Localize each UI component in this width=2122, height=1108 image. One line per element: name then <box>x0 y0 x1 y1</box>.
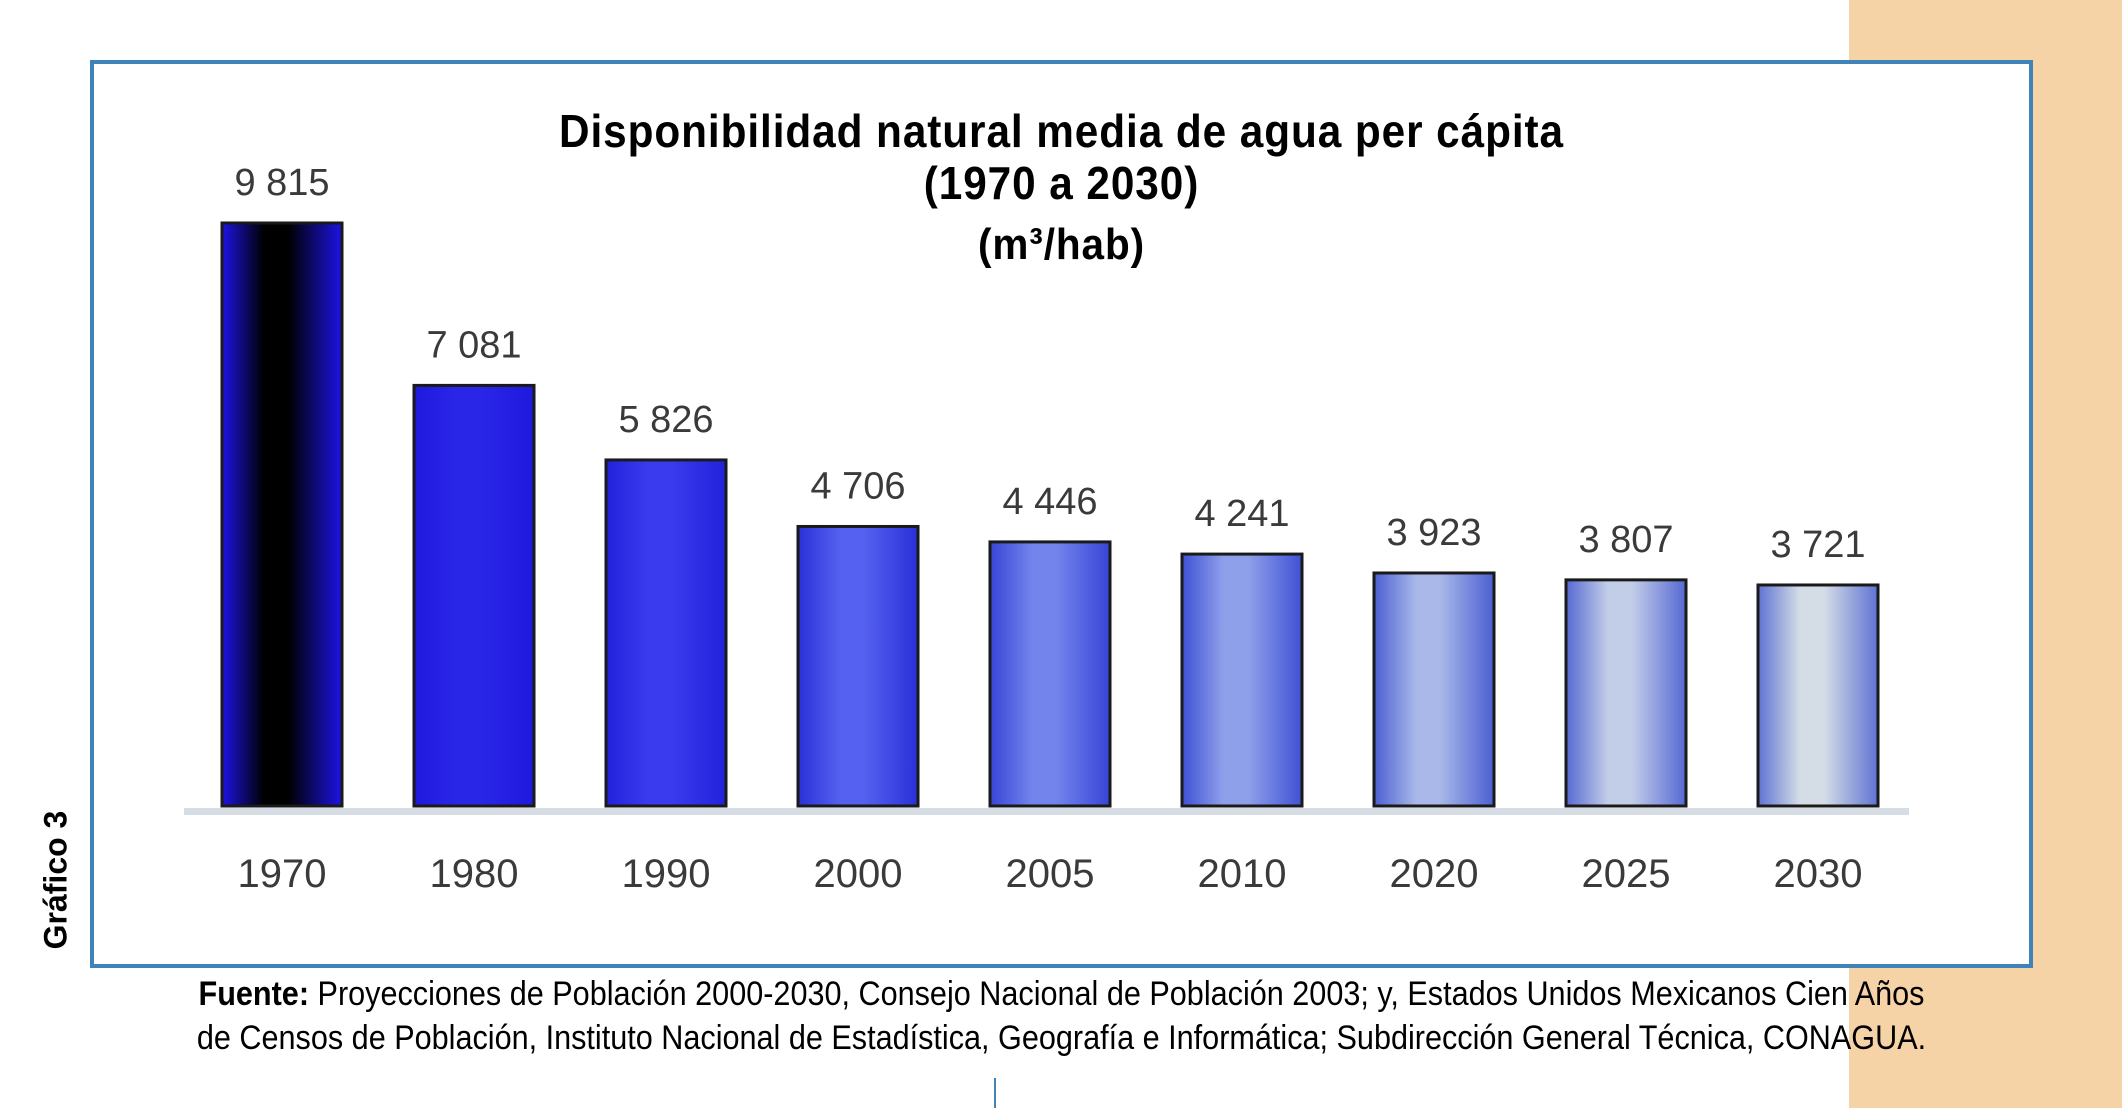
bar-2030 <box>1756 583 1880 808</box>
bar-chart: 9 815 1970 7 081 1980 5 826 1990 4 706 2000 4 44… <box>184 162 1909 896</box>
figure-number-text: Gráfico 3 <box>37 810 74 950</box>
x-tick-label-2005: 2005 <box>1006 852 1095 896</box>
x-tick-label-2000: 2000 <box>814 852 903 896</box>
data-label-2000: 4 706 <box>810 465 905 507</box>
bar-2025 <box>1564 578 1688 808</box>
bar-1980 <box>412 383 536 808</box>
x-tick-label-2030: 2030 <box>1774 852 1863 896</box>
source-text: Proyecciones de Población 2000-2030, Con… <box>196 975 1927 1057</box>
data-label-1990: 5 826 <box>618 399 713 441</box>
data-label-2020: 3 923 <box>1386 512 1481 554</box>
x-tick-label-2025: 2025 <box>1582 852 1671 896</box>
data-label-2005: 4 446 <box>1002 481 1097 523</box>
chart-title: Disponibilidad natural media de agua per… <box>558 105 1565 157</box>
chart-frame: Disponibilidad natural media de agua per… <box>90 60 2033 968</box>
bar-2020 <box>1372 571 1496 808</box>
bar-2005 <box>988 540 1112 808</box>
x-tick-label-1990: 1990 <box>622 852 711 896</box>
data-label-2010: 4 241 <box>1194 493 1289 535</box>
x-tick-label-1970: 1970 <box>238 852 327 896</box>
x-tick-label-2020: 2020 <box>1390 852 1479 896</box>
x-tick-label-1980: 1980 <box>430 852 519 896</box>
data-label-2025: 3 807 <box>1578 519 1673 561</box>
page-tick <box>994 1078 996 1108</box>
bar-1990 <box>604 458 728 808</box>
x-tick-label-2010: 2010 <box>1198 852 1287 896</box>
x-axis-baseline <box>184 808 1909 815</box>
data-label-1980: 7 081 <box>426 324 521 366</box>
data-label-2030: 3 721 <box>1770 524 1865 566</box>
source-label: Fuente: <box>198 975 310 1013</box>
data-label-1970: 9 815 <box>234 162 329 204</box>
bar-1970 <box>220 221 344 808</box>
chart-subtitle: (1970 a 2030) <box>923 157 1200 209</box>
bar-2000 <box>796 524 920 808</box>
chart-unit: (m³/hab) <box>977 220 1146 269</box>
bar-2010 <box>1180 552 1304 808</box>
source-note: Fuente: Proyecciones de Población 2000-2… <box>187 972 1936 1060</box>
